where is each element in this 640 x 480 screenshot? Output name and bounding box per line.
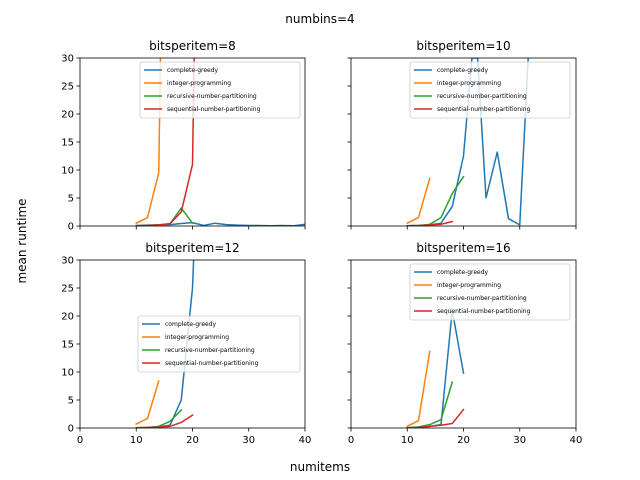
legend-box: [137, 315, 301, 373]
legend-label: sequential-number-partitioning: [167, 106, 261, 113]
figure-xlabel: numitems: [290, 460, 350, 474]
subplot-4: bitsperitem=16 0 10 20 30 40 complete-greedy in…: [347, 241, 583, 446]
axes-frame: [79, 57, 306, 227]
series-line-sequential-number-partitioning: [406, 408, 465, 428]
y-tick-label: 5: [68, 194, 74, 205]
x-tick-label: 30: [242, 435, 255, 446]
x-tick-label: 20: [457, 435, 470, 446]
axes-frame: [350, 259, 577, 429]
legend-label: recursive-number-partitioning: [165, 347, 255, 354]
y-tick-label: 15: [61, 138, 74, 149]
x-tick-label: 20: [186, 435, 199, 446]
series-line-integer-programming: [406, 350, 431, 428]
legend-label: sequential-number-partitioning: [165, 360, 259, 367]
series-line-integer-programming: [135, 380, 160, 426]
figure-suptitle: numbins=4: [285, 12, 354, 26]
legend: complete-greedy integer-programming recurs…: [139, 61, 301, 119]
plot-area: [406, 58, 529, 226]
subplot-title: bitsperitem=16: [416, 241, 510, 255]
axes-frame: [79, 259, 306, 429]
plot-area: [135, 260, 195, 428]
y-tick-label: 20: [61, 312, 74, 323]
x-tick-label: 10: [401, 435, 414, 446]
legend-label: complete-greedy: [165, 321, 217, 328]
legend-label: integer-programming: [437, 282, 501, 289]
subplot-title: bitsperitem=12: [145, 241, 239, 255]
y-tick-label: 5: [68, 396, 74, 407]
x-tick-label: 10: [130, 435, 143, 446]
legend-label: complete-greedy: [437, 269, 489, 276]
y-tick-label: 25: [61, 284, 74, 295]
subplot-title: bitsperitem=10: [416, 39, 510, 53]
plot-area: [406, 309, 465, 428]
subplot-title: bitsperitem=8: [149, 39, 236, 53]
subplot-grid: bitsperitem=8 0 5 10 15 20 25 30 complete-greedy…: [61, 39, 582, 446]
legend-box: [409, 61, 571, 119]
legend: complete-greedy integer-programming recurs…: [137, 315, 301, 373]
legend: complete-greedy integer-programming recurs…: [409, 263, 571, 321]
legend-label: integer-programming: [437, 80, 501, 87]
series-line-integer-programming: [406, 177, 431, 225]
subplot-3: bitsperitem=12 0 10 20 30 40 0 5 10 15 20 25 30 compl…: [61, 241, 311, 446]
legend-label: complete-greedy: [167, 67, 219, 74]
legend-label: complete-greedy: [437, 67, 489, 74]
x-tick-label: 40: [299, 435, 312, 446]
figure-ylabel: mean runtime: [15, 198, 29, 283]
y-tick-label: 20: [61, 110, 74, 121]
axes-frame: [350, 57, 577, 227]
legend-label: recursive-number-partitioning: [167, 93, 257, 100]
x-tick-label: 30: [513, 435, 526, 446]
legend-label: recursive-number-partitioning: [437, 295, 527, 302]
subplot-1: bitsperitem=8 0 5 10 15 20 25 30 complete-greedy…: [61, 39, 306, 233]
legend: complete-greedy integer-programming recurs…: [409, 61, 571, 119]
y-tick-label: 30: [61, 54, 74, 65]
y-tick-label: 15: [61, 340, 74, 351]
series-line-sequential-number-partitioning: [135, 58, 195, 226]
y-tick-label: 10: [61, 368, 74, 379]
legend-label: integer-programming: [167, 80, 231, 87]
legend-label: sequential-number-partitioning: [437, 308, 531, 315]
y-tick-label: 30: [61, 256, 74, 267]
x-tick-label: 0: [77, 435, 83, 446]
legend-label: sequential-number-partitioning: [437, 106, 531, 113]
x-tick-label: 40: [570, 435, 583, 446]
y-tick-label: 25: [61, 82, 74, 93]
legend-label: recursive-number-partitioning: [437, 93, 527, 100]
subplot-2: bitsperitem=10 complete-greedy integer-pro…: [347, 39, 577, 230]
x-tick-label: 0: [348, 435, 354, 446]
y-tick-label: 10: [61, 166, 74, 177]
y-tick-label: 0: [68, 424, 74, 435]
legend-label: integer-programming: [165, 334, 229, 341]
legend-box: [139, 61, 301, 119]
series-line-sequential-number-partitioning: [406, 220, 454, 226]
y-tick-label: 0: [68, 222, 74, 233]
series-line-sequential-number-partitioning: [135, 414, 194, 428]
legend-box: [409, 263, 571, 321]
